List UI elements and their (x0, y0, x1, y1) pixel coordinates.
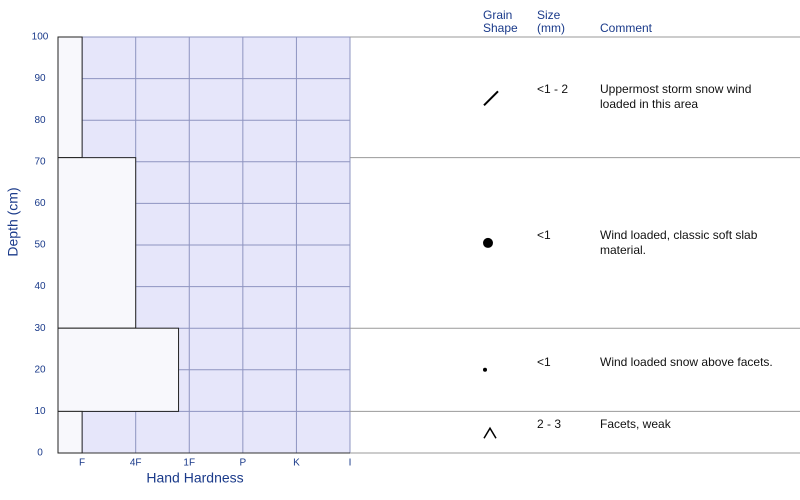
comment: Uppermost storm snow wind loaded in this… (600, 82, 752, 112)
y-tick-label: 40 (34, 281, 46, 292)
y-tick-label: 30 (34, 323, 46, 334)
comment: Facets, weak (600, 417, 671, 432)
grain-symbol (483, 237, 493, 248)
grain-symbol (483, 90, 499, 107)
x-tick-label: K (293, 458, 300, 469)
x-tick-label: I (349, 458, 352, 469)
grain-size: <1 (537, 354, 551, 369)
y-tick-label: 10 (34, 406, 46, 417)
header-size: Size (mm) (537, 9, 565, 35)
x-axis-label: Hand Hardness (146, 470, 243, 486)
y-tick-label: 60 (34, 198, 46, 209)
hardness-layer (57, 410, 83, 454)
hardness-layer (57, 327, 180, 412)
y-axis-label: Depth (cm) (5, 187, 21, 256)
y-tick-label: 0 (37, 448, 43, 459)
grain-size: <1 - 2 (537, 82, 569, 97)
y-tick-label: 90 (34, 73, 46, 84)
y-tick-label: 20 (34, 364, 46, 375)
comment: Wind loaded, classic soft slab material. (600, 227, 758, 257)
grain-symbol (483, 426, 497, 439)
comment: Wind loaded snow above facets. (600, 354, 773, 369)
grain-size: <1 (537, 227, 551, 242)
x-tick-label: 4F (130, 458, 142, 469)
header-line: Shape (483, 21, 518, 35)
header-grain: Grain Shape (483, 9, 518, 35)
x-tick-label: P (240, 458, 247, 469)
hardness-layer (57, 157, 137, 329)
grain-size: 2 - 3 (537, 417, 562, 432)
header-line: (mm) (537, 21, 565, 35)
x-tick-label: 1F (183, 458, 195, 469)
y-tick-label: 80 (34, 115, 46, 126)
x-tick-label: F (79, 458, 85, 469)
hardness-layer (57, 36, 83, 159)
grain-symbol (483, 367, 487, 372)
y-tick-label: 50 (34, 240, 46, 251)
header-comment: Comment (600, 21, 653, 35)
header-line: Grain (483, 8, 513, 22)
y-tick-label: 100 (32, 32, 49, 43)
y-tick-label: 70 (34, 156, 46, 167)
header-line: Size (537, 8, 561, 22)
